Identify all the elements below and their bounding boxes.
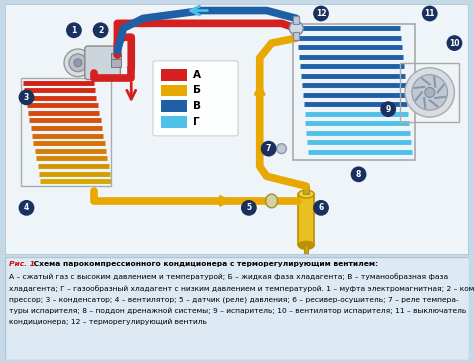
Ellipse shape bbox=[425, 88, 435, 97]
Text: 3: 3 bbox=[24, 93, 29, 102]
Text: прессор; 3 – конденсатор; 4 – вентилятор; 5 – датчик (реле) давления; 6 – ресиве: прессор; 3 – конденсатор; 4 – вентилятор… bbox=[9, 296, 458, 303]
Text: туры испарителя; 8 – поддон дренажной системы; 9 – испаритель; 10 – вентилятор и: туры испарителя; 8 – поддон дренажной си… bbox=[9, 308, 466, 314]
Circle shape bbox=[241, 200, 257, 216]
Ellipse shape bbox=[64, 49, 91, 77]
Bar bbox=[161, 100, 187, 112]
Bar bbox=[20, 77, 111, 186]
Text: хладагента; Г – газообразный хладагент с низким давлением и температурой. 1 – му: хладагента; Г – газообразный хладагент с… bbox=[9, 285, 474, 292]
Circle shape bbox=[18, 89, 35, 105]
Bar bbox=[161, 84, 187, 96]
Bar bbox=[293, 32, 299, 40]
Bar bbox=[161, 116, 187, 128]
Bar bbox=[304, 245, 308, 253]
Text: А – сжатый газ с высоким давлением и температурой; Б – жидкая фаза хладагента; В: А – сжатый газ с высоким давлением и тем… bbox=[9, 274, 448, 280]
Text: Б: Б bbox=[192, 85, 201, 96]
Ellipse shape bbox=[405, 68, 455, 117]
Text: 1: 1 bbox=[71, 26, 76, 35]
Text: 8: 8 bbox=[356, 170, 361, 179]
FancyBboxPatch shape bbox=[153, 61, 238, 136]
Text: Схема парокомпрессионного кондиционера с терморегулирующим вентилем:: Схема парокомпрессионного кондиционера с… bbox=[31, 261, 379, 267]
Circle shape bbox=[447, 35, 462, 51]
Text: 9: 9 bbox=[385, 105, 391, 114]
Ellipse shape bbox=[298, 190, 314, 198]
Bar bbox=[400, 63, 459, 122]
Text: 12: 12 bbox=[316, 9, 326, 18]
FancyBboxPatch shape bbox=[85, 46, 120, 80]
Ellipse shape bbox=[298, 241, 314, 249]
Circle shape bbox=[66, 22, 82, 38]
Circle shape bbox=[313, 5, 329, 21]
Circle shape bbox=[313, 200, 329, 216]
Ellipse shape bbox=[290, 21, 303, 35]
Bar bbox=[111, 59, 121, 67]
Text: Г: Г bbox=[192, 117, 199, 127]
Circle shape bbox=[93, 22, 109, 38]
Text: Рис. 1.: Рис. 1. bbox=[9, 261, 37, 267]
Bar bbox=[303, 186, 309, 194]
Bar bbox=[293, 16, 299, 24]
Text: 11: 11 bbox=[425, 9, 435, 18]
Text: А: А bbox=[192, 70, 201, 80]
Text: 7: 7 bbox=[266, 144, 271, 153]
Bar bbox=[298, 194, 314, 245]
Ellipse shape bbox=[74, 59, 82, 67]
Ellipse shape bbox=[265, 194, 277, 208]
Ellipse shape bbox=[276, 144, 286, 153]
Bar bbox=[161, 69, 187, 81]
Circle shape bbox=[422, 5, 438, 21]
Text: 10: 10 bbox=[449, 39, 460, 47]
Bar bbox=[111, 53, 121, 59]
Ellipse shape bbox=[69, 54, 87, 72]
Circle shape bbox=[18, 200, 35, 216]
Text: 2: 2 bbox=[98, 26, 103, 35]
Ellipse shape bbox=[412, 75, 447, 110]
Circle shape bbox=[351, 167, 366, 182]
Text: 6: 6 bbox=[319, 203, 324, 212]
Text: кондиционера; 12 – терморегулирующий вентиль: кондиционера; 12 – терморегулирующий вен… bbox=[9, 319, 207, 325]
Circle shape bbox=[261, 141, 276, 156]
Bar bbox=[293, 24, 415, 160]
Circle shape bbox=[380, 101, 396, 117]
Text: 5: 5 bbox=[246, 203, 251, 212]
Text: 4: 4 bbox=[24, 203, 29, 212]
Text: В: В bbox=[192, 101, 201, 111]
